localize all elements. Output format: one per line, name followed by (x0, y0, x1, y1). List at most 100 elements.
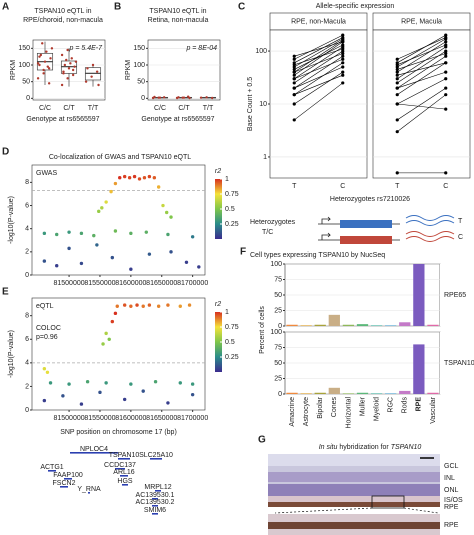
point (341, 65, 345, 69)
point (60, 83, 64, 87)
bar (370, 393, 383, 394)
point (444, 33, 448, 37)
point (166, 401, 170, 405)
point (49, 57, 52, 60)
pair-line (397, 37, 446, 60)
point (109, 189, 113, 194)
point (92, 233, 96, 238)
pair-line (294, 55, 343, 89)
point (46, 65, 49, 68)
colorbar-tick-label: 1 (225, 176, 229, 183)
pair-line (294, 37, 343, 64)
x-tick-label: C/C (39, 105, 51, 112)
point (91, 63, 95, 67)
point (48, 381, 53, 385)
point (45, 50, 48, 53)
facet-strip (440, 264, 470, 326)
point (292, 118, 296, 122)
point (113, 181, 118, 186)
pair-line (397, 53, 446, 70)
point (113, 229, 118, 233)
gene (152, 505, 158, 507)
bar (427, 324, 439, 326)
inl (268, 472, 440, 482)
x-tick-label: Bipolar (317, 396, 324, 418)
bar (413, 344, 425, 394)
gene-label: CCDC137 (104, 462, 136, 469)
point (42, 259, 47, 263)
y-tick-label: 50 (22, 79, 30, 86)
y-tick-label: 6 (25, 336, 29, 343)
y-tick-label: 100 (18, 62, 30, 69)
gene (70, 452, 118, 454)
point (90, 75, 93, 78)
point (341, 81, 345, 85)
pair-line (294, 62, 343, 95)
bar (328, 314, 340, 326)
rpe-band (268, 502, 440, 507)
gene-label: AC139530.2 (136, 499, 175, 506)
x-tick-label: 81700000 (177, 415, 208, 422)
layer-label: ONL (444, 487, 459, 494)
read (405, 231, 455, 237)
facet-label: RPE65 (444, 292, 466, 299)
gene-label: Y_RNA (77, 486, 101, 493)
y-tick-label: 4 (25, 226, 29, 233)
point (79, 231, 84, 236)
point (104, 331, 108, 336)
y-axis-label: Base Count + 0.5 (247, 77, 254, 131)
point (41, 42, 44, 45)
point (395, 67, 399, 72)
y-tick-label: 50 (274, 360, 282, 367)
x-tick-label: C/C (154, 105, 166, 112)
gene (155, 490, 161, 492)
inset-guide (403, 507, 439, 514)
x-tick-label: 81650000 (146, 280, 177, 287)
colorbar-tick-label: 0.25 (225, 354, 239, 361)
point (169, 215, 173, 219)
pair-line (294, 40, 343, 73)
pair-line (397, 34, 446, 64)
x-tick-label: Amacrine (289, 397, 296, 427)
plot-area (147, 39, 221, 101)
pair-line (294, 66, 343, 89)
layer-label: INL (444, 475, 455, 482)
point (39, 53, 43, 57)
y-tick-label: 2 (25, 249, 29, 256)
point (161, 203, 165, 208)
point (65, 58, 68, 62)
point (42, 72, 45, 75)
x-tick-label: T (292, 183, 297, 190)
y-tick-label: 0 (278, 323, 282, 330)
point (178, 304, 182, 308)
bar (342, 324, 355, 326)
gene-label: HGS (117, 478, 133, 485)
point (395, 70, 399, 74)
y-axis-label: -log10(P-value) (8, 330, 15, 378)
gene (48, 470, 56, 472)
gene (60, 486, 68, 488)
layer-label: RPE (444, 504, 459, 511)
x-tick-label: 81500000 (53, 415, 84, 422)
x-tick-label: C (340, 183, 345, 190)
facet-strip (440, 332, 470, 394)
gene-label: AC139530.1 (136, 492, 175, 499)
point (104, 381, 108, 385)
point (66, 48, 69, 52)
point (110, 319, 115, 324)
y-axis-label: RPKM (125, 60, 132, 80)
point (36, 77, 40, 80)
point (67, 246, 71, 251)
point (177, 96, 180, 99)
point (95, 70, 99, 73)
bar (413, 264, 425, 326)
pair-line (397, 71, 446, 89)
x-tick-label: 81600000 (115, 280, 146, 287)
x-tick-label: RGC (388, 397, 395, 413)
gene-label: FSCN2 (53, 480, 76, 487)
point (104, 200, 108, 204)
point (100, 206, 104, 210)
panel-label: E (2, 287, 9, 298)
y-tick-label: 2 (25, 383, 29, 390)
gene-label: NPLOC4 (80, 446, 108, 453)
